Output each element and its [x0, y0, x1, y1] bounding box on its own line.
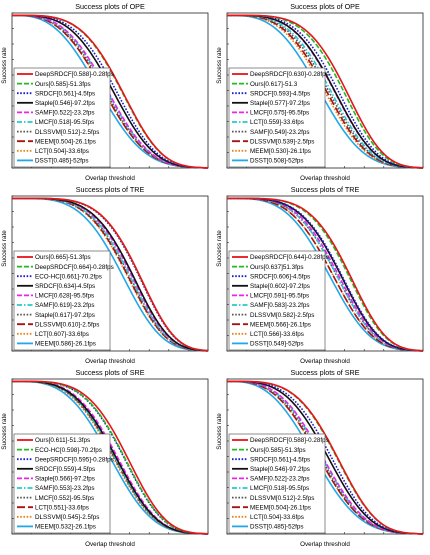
y-axis-label: Success rate — [216, 413, 223, 450]
legend-entry: ECO-HC[0.598]-70.2fps — [35, 447, 102, 454]
x-axis-label: Overlap threshold — [300, 175, 350, 182]
legend-entry: LMCF[0.518]-95.5fps — [35, 119, 94, 126]
legend-entry: LCT[0.559]-33.6fps — [250, 119, 304, 126]
series-line — [226, 14, 424, 169]
legend-entry: Ours[0.665]-51.3fps — [35, 254, 91, 261]
series-line — [11, 380, 209, 535]
legend-entry: ECO-HC[0.661]-70.2fps — [35, 273, 102, 280]
legend-entry: SAMF[0.619]-23.2fps — [35, 302, 95, 309]
success-plot-panel: Success plots of OPE Success rate Overlap … — [1, 2, 209, 182]
success-plot-panel: Success plots of OPE Success rate Overlap … — [216, 2, 424, 182]
legend-entry: SRDCF[0.559]-4.5fps — [35, 466, 95, 473]
legend-entry: SRDCF[0.561]-4.5fps — [35, 90, 95, 97]
success-plot-panel: Success plots of SRE Success rate Overlap … — [216, 368, 424, 548]
legend-entry: SAMF[0.549]-23.2fps — [250, 129, 310, 136]
legend-entry: DLSSVM[0.539]-2.5fps — [250, 138, 314, 145]
series-line — [226, 14, 424, 169]
legend-entry: DLSSVM[0.512]-2.5fps — [35, 129, 99, 136]
legend-entry: LCT[0.551]-33.6fps — [35, 504, 89, 511]
legend-entry: MEEM[0.504]-26.1fps — [35, 138, 96, 145]
legend-entry: LCT[0.607]-33.6fps — [35, 331, 89, 338]
chart-title: Success plots of SRE — [75, 368, 144, 377]
legend-entry: DLSSVM[0.512]-2.5fps — [250, 495, 314, 502]
legend-entry: Staple[0.617]-97.2fps — [35, 312, 95, 319]
chart-title: Success plots of OPE — [75, 2, 145, 11]
legend-entry: Ours[0.585]-51.3fps — [35, 81, 91, 88]
legend-entry: DeepSRDCF[0.595]-0.28fps — [35, 456, 114, 463]
legend-entry: LCT[0.504]-33.6fps — [250, 514, 304, 521]
legend-entry: MEEM[0.532]-26.1fps — [35, 524, 96, 531]
legend-entry: MEEM[0.566]-26.1fps — [250, 321, 311, 328]
legend-entry: SRDCF[0.561]-4.5fps — [250, 456, 310, 463]
series-line — [226, 197, 424, 352]
legend-entry: DSST[0.549]-52fps — [250, 341, 304, 348]
legend-entry: Staple[0.566]-97.2fps — [35, 476, 95, 483]
legend-entry: DeepSRDCF[0.588]-0.28fps — [35, 71, 114, 78]
legend-entry: DeepSRDCF[0.588]-0.28fps — [250, 437, 329, 444]
y-axis-label: Success rate — [1, 47, 8, 84]
legend-entry: LMCF[0.628]-95.5fps — [35, 293, 94, 300]
y-axis-label: Success rate — [216, 230, 223, 267]
y-axis-label: Success rate — [216, 47, 223, 84]
legend-entry: Ours[0.585]-51.3fps — [250, 447, 306, 454]
legend-entry: DLSSVM[0.610]-2.5fps — [35, 321, 99, 328]
legend-entry: DSST[0.485]-52fps — [35, 158, 89, 165]
legend-entry: DSST[0.485]-52fps — [250, 524, 304, 531]
legend-entry: MEEM[0.504]-26.1fps — [250, 504, 311, 511]
legend-entry: LCT[0.504]-33.6fps — [35, 148, 89, 155]
legend-entry: LMCF[0.518]-95.5fps — [250, 485, 309, 492]
chart-title: Success plots of SRE — [290, 368, 359, 377]
legend-entry: DLSSVM[0.545]-2.5fps — [35, 514, 99, 521]
legend-entry: DeepSRDCF[0.644]-0.28fps — [250, 254, 329, 261]
legend-entry: LMCF[0.552]-95.5fps — [35, 495, 94, 502]
y-axis-label: Success rate — [1, 230, 8, 267]
legend-entry: DeepSRDCF[0.630]-0.28fps — [250, 71, 329, 78]
legend-entry: Ours[0.637]51.3fps — [250, 264, 304, 271]
x-axis-label: Overlap threshold — [300, 358, 350, 365]
legend-entry: DSST[0.508]-52fps — [250, 158, 304, 165]
success-plot-panel: Success plots of TRE Success rate Overlap … — [216, 185, 424, 365]
chart-title: Success plots of TRE — [291, 185, 360, 194]
legend-entry: LMCF[0.591]-95.5fps — [250, 293, 309, 300]
legend-entry: SRDCF[0.606]-4.5fps — [250, 273, 310, 280]
legend-entry: Staple[0.546]-97.2fps — [250, 466, 310, 473]
legend-entry: SAMF[0.553]-23.2fps — [35, 485, 95, 492]
y-axis-label: Success rate — [1, 413, 8, 450]
x-axis-label: Overlap threshold — [85, 358, 135, 365]
chart-title: Success plots of TRE — [76, 185, 145, 194]
x-axis-label: Overlap threshold — [85, 175, 135, 182]
legend-entry: SRDCF[0.634]-4.5fps — [35, 283, 95, 290]
x-axis-label: Overlap threshold — [85, 541, 135, 548]
chart-title: Success plots of OPE — [290, 2, 360, 11]
legend-entry: LMCF[0.575]-95.5fps — [250, 110, 309, 117]
success-plot-panel: Success plots of TRE Success rate Overlap … — [1, 185, 209, 365]
success-plot-panel: Success plots of SRE Success rate Overlap … — [1, 368, 209, 548]
legend-entry: DLSSVM[0.582]-2.5fps — [250, 312, 314, 319]
legend-entry: Staple[0.577]-97.2fps — [250, 100, 310, 107]
legend-entry: Staple[0.602]-97.2fps — [250, 283, 310, 290]
legend-entry: DeepSRDCF[0.664]-0.28fps — [35, 264, 114, 271]
x-axis-label: Overlap threshold — [300, 541, 350, 548]
series-line — [11, 197, 209, 352]
legend-entry: SAMF[0.522]-23.2fps — [250, 476, 310, 483]
legend-entry: LCT[0.566]-33.6fps — [250, 331, 304, 338]
legend-entry: MEEM[0.586]-26.1fps — [35, 341, 96, 348]
legend-entry: Ours[0.611]-51.3fps — [35, 437, 90, 444]
legend-entry: MEEM[0.530]-26.1fps — [250, 148, 311, 155]
legend-entry: SAMF[0.583]-23.2fps — [250, 302, 310, 309]
legend-entry: SAMF[0.522]-23.2fps — [35, 110, 95, 117]
legend-entry: SRDCF[0.593]-4.5fps — [250, 90, 310, 97]
legend-entry: Ours[0.617]-51.3 — [250, 81, 298, 88]
legend-entry: Staple[0.546]-97.2fps — [35, 100, 95, 107]
